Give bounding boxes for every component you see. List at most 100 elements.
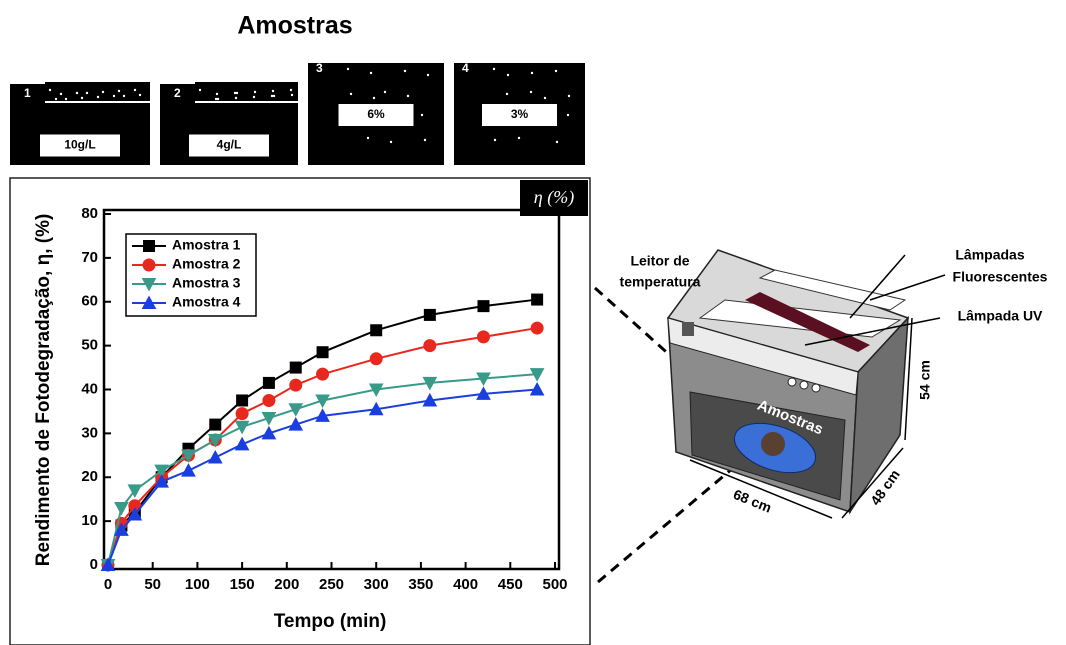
marker (316, 367, 330, 381)
marker (114, 522, 129, 536)
particle (426, 73, 430, 77)
x-tick-label: 400 (453, 576, 478, 593)
particle (133, 88, 137, 92)
sample-label: 4g/L (217, 138, 242, 152)
fluorescent-lamp (758, 269, 907, 311)
marker (114, 501, 129, 516)
marker (476, 372, 491, 387)
x-tick-label: 350 (408, 576, 433, 593)
y-tick-label: 70 (81, 249, 98, 266)
particle (423, 138, 427, 142)
series (100, 368, 545, 573)
marker (261, 412, 277, 426)
x-tick-label: 0 (104, 576, 112, 593)
diagram-label: Leitor de (630, 253, 689, 269)
marker (531, 293, 544, 306)
particle (372, 96, 376, 100)
particle (85, 91, 89, 95)
sample-number: 2 (174, 86, 181, 100)
marker (141, 295, 157, 309)
particle (529, 90, 533, 94)
legend-label: Amostra 4 (172, 294, 241, 310)
particle (567, 94, 571, 98)
x-tick-label: 500 (542, 576, 567, 593)
y-tick-label: 50 (81, 337, 98, 354)
y-tick-label: 20 (81, 468, 98, 485)
marker (368, 401, 384, 416)
particle (117, 89, 121, 93)
marker (154, 474, 169, 488)
marker (477, 300, 490, 313)
sample-number: 1 (24, 86, 31, 100)
particle (555, 140, 559, 144)
sample-strip (195, 82, 298, 102)
pointer (849, 254, 906, 319)
marker (423, 339, 437, 353)
x-tick-label: 150 (230, 576, 255, 593)
sample-strip (45, 82, 150, 102)
sample-number: 2 (174, 86, 181, 100)
particle (59, 92, 63, 96)
marker (100, 557, 116, 571)
marker (234, 420, 250, 435)
y-tick-label: 0 (90, 556, 98, 573)
sample-label-box (40, 134, 120, 157)
marker (288, 417, 304, 431)
chamber-diagram: Leitor de temperatura Lâmpadas Fluoresce… (593, 247, 1048, 584)
x-tick-label: 450 (498, 576, 523, 593)
y-tick-label: 80 (81, 205, 98, 222)
marker (422, 392, 438, 407)
marker (235, 407, 249, 421)
particle (80, 96, 84, 100)
plot: 0 10 20 30 40 50 60 70 80 0 50 100 150 200 250 300 350 40… (81, 205, 567, 593)
marker (316, 346, 329, 359)
marker (368, 383, 384, 398)
y-tick-label: 40 (81, 380, 98, 397)
marker (234, 436, 250, 451)
particle (505, 92, 509, 96)
y-tick-label: 60 (81, 293, 98, 310)
marker (369, 352, 383, 366)
particle (517, 136, 521, 140)
particle (235, 91, 239, 95)
x-tick-label: 50 (144, 576, 161, 593)
pointer (869, 274, 946, 301)
x-tick-label: 200 (274, 576, 299, 593)
particle (234, 96, 238, 100)
marker (261, 425, 277, 440)
particle (112, 94, 116, 98)
particle (64, 97, 68, 101)
particle (252, 95, 256, 99)
legend-label: Amostra 3 (172, 275, 241, 291)
marker (422, 376, 438, 391)
marker (315, 394, 330, 409)
diagram-label: Lâmpada UV (958, 308, 1043, 324)
y-tick-label: 10 (81, 512, 98, 529)
dimension-line (904, 317, 913, 441)
particle (48, 88, 52, 92)
figure-title: Amostras (237, 12, 352, 40)
series (100, 381, 545, 571)
legend-label: Amostra 1 (172, 237, 241, 253)
y-axis-label: Rendimento de Fotodegradação, η, (%) (33, 214, 54, 567)
particle (492, 67, 496, 71)
particle (406, 94, 410, 98)
dimension-line (841, 447, 904, 519)
particle (530, 71, 534, 75)
particle (366, 136, 370, 140)
badge: η (%) (534, 187, 574, 208)
particle (369, 71, 373, 75)
particle (349, 92, 353, 96)
sample-number: 3 (316, 61, 323, 75)
particle (383, 90, 387, 94)
particle (75, 91, 79, 95)
dimension-line (689, 459, 833, 519)
marker (288, 403, 304, 417)
particle (122, 94, 126, 98)
particle (54, 97, 58, 101)
particle (198, 88, 202, 92)
marker (207, 433, 223, 448)
diagram-label: 54 cm (917, 360, 933, 400)
marker (529, 381, 545, 396)
